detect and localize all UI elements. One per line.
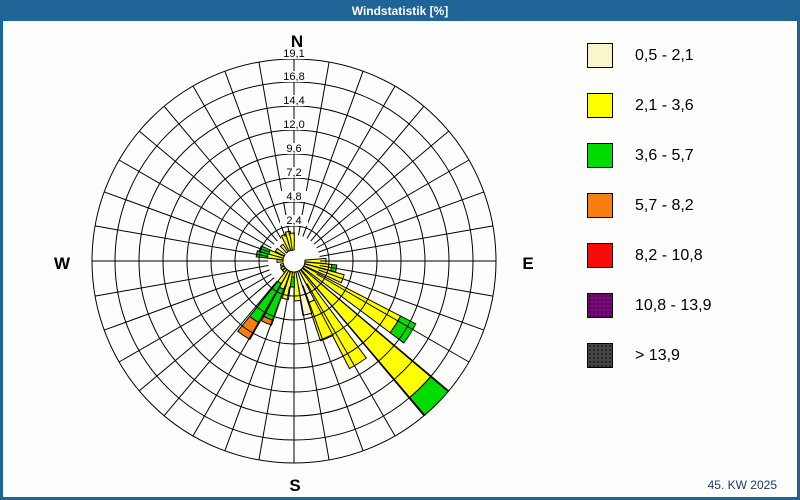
wind-petal-segment <box>298 269 368 370</box>
legend-label: 0,5 - 2,1 <box>635 46 694 64</box>
legend-label: 10,8 - 13,9 <box>635 296 712 314</box>
legend-swatch <box>587 93 613 118</box>
window-title-bar: Windstatistik [%] <box>0 0 800 21</box>
radial-tick-label: 7,2 <box>286 167 301 179</box>
legend-swatch <box>587 143 613 168</box>
radial-tick-label: 19,1 <box>283 48 304 60</box>
legend-label: 2,1 - 3,6 <box>635 96 694 114</box>
compass-label-south: S <box>289 476 300 495</box>
footer-week-label: 45. KW 2025 <box>707 478 777 492</box>
wind-petal-segment <box>303 263 345 284</box>
radial-tick-label: 4,8 <box>286 191 301 203</box>
wind-rose-chart: 2,4 4,8 7,2 9,6 12,0 14,4 16,8 19,1 N S W E <box>54 32 534 495</box>
radial-tick-label: 2,4 <box>286 215 301 227</box>
legend-label: 3,6 - 5,7 <box>635 146 694 164</box>
wind-petal-segment <box>279 262 285 268</box>
compass-label-west: W <box>54 254 71 273</box>
legend-swatch <box>587 293 613 318</box>
window-title: Windstatistik [%] <box>351 3 449 18</box>
legend-item: 8,2 - 10,8 <box>587 243 712 268</box>
wind-petal-segment <box>274 247 286 257</box>
radial-tick-label: 12,0 <box>283 119 304 131</box>
legend-item: 10,8 - 13,9 <box>587 293 712 318</box>
compass-label-north: N <box>291 32 303 51</box>
radial-tick-label: 14,4 <box>283 95 304 107</box>
legend-item: 3,6 - 5,7 <box>587 143 712 168</box>
chart-panel: 2,4 4,8 7,2 9,6 12,0 14,4 16,8 19,1 N S W E 0,5… <box>3 21 797 497</box>
wind-petal-segment <box>307 299 334 342</box>
legend-item: 2,1 - 3,6 <box>587 93 712 118</box>
compass-label-east: E <box>522 254 533 273</box>
wind-petal-segment <box>281 267 288 274</box>
legend-item: 0,5 - 2,1 <box>587 43 712 68</box>
legend-swatch <box>587 43 613 68</box>
legend: 0,5 - 2,1 2,1 - 3,6 3,6 - 5,7 5,7 - 8,2 8,2 … <box>587 43 712 393</box>
wind-petal-segment <box>279 243 289 254</box>
legend-swatch <box>587 343 613 368</box>
legend-item: > 13,9 <box>587 343 712 368</box>
legend-label: 8,2 - 10,8 <box>635 246 703 264</box>
radial-tick-label: 16,8 <box>283 71 304 83</box>
wind-petal-segment <box>295 270 313 316</box>
petal-layer <box>237 230 449 416</box>
legend-item: 5,7 - 8,2 <box>587 193 712 218</box>
legend-label: 5,7 - 8,2 <box>635 196 694 214</box>
legend-swatch <box>587 243 613 268</box>
wind-petal-segment <box>281 270 293 301</box>
radial-tick-labels: 2,4 4,8 7,2 9,6 12,0 14,4 16,8 19,1 <box>280 48 308 227</box>
legend-label: > 13,9 <box>635 346 680 364</box>
radial-tick-label: 9,6 <box>286 143 301 155</box>
wind-petal-segment <box>279 265 286 271</box>
legend-swatch <box>587 193 613 218</box>
